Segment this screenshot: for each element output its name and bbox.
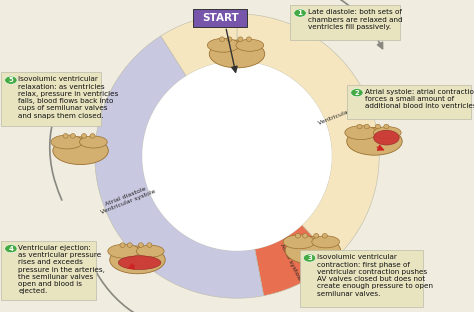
Ellipse shape	[312, 236, 339, 248]
Text: 3: 3	[307, 255, 312, 261]
FancyBboxPatch shape	[1, 241, 96, 300]
Ellipse shape	[147, 243, 152, 247]
Text: Atrial systole: Atrial systole	[279, 242, 302, 281]
Text: Ventricular ejection:
as ventricular pressure
rises and exceeds
pressure in the : Ventricular ejection: as ventricular pre…	[18, 245, 105, 295]
Text: Atrial diastole
Ventricular systole: Atrial diastole Ventricular systole	[98, 184, 156, 215]
Ellipse shape	[285, 237, 340, 264]
Text: Atrial systole: atrial contraction
forces a small amount of
additional blood int: Atrial systole: atrial contraction force…	[365, 89, 474, 110]
Ellipse shape	[207, 38, 239, 52]
FancyBboxPatch shape	[290, 5, 400, 40]
Ellipse shape	[137, 245, 164, 257]
FancyBboxPatch shape	[347, 85, 471, 119]
Ellipse shape	[374, 130, 399, 145]
FancyBboxPatch shape	[300, 250, 423, 307]
Text: 2: 2	[355, 90, 359, 96]
Ellipse shape	[238, 37, 243, 41]
Ellipse shape	[236, 39, 264, 51]
Ellipse shape	[314, 233, 319, 238]
Ellipse shape	[53, 137, 109, 164]
Ellipse shape	[384, 124, 389, 129]
Polygon shape	[142, 61, 332, 251]
Ellipse shape	[374, 127, 401, 139]
Ellipse shape	[120, 243, 125, 247]
Ellipse shape	[347, 128, 402, 155]
Circle shape	[5, 245, 17, 253]
Ellipse shape	[138, 243, 144, 247]
Text: 5: 5	[9, 77, 13, 83]
Circle shape	[294, 9, 306, 17]
Ellipse shape	[322, 233, 328, 238]
Ellipse shape	[70, 134, 75, 138]
Ellipse shape	[375, 124, 381, 129]
Ellipse shape	[82, 134, 87, 138]
FancyBboxPatch shape	[1, 72, 101, 126]
Ellipse shape	[109, 246, 165, 274]
Text: Late diastole: both sets of
chambers are relaxed and
ventricles fill passively.: Late diastole: both sets of chambers are…	[308, 9, 402, 30]
Ellipse shape	[108, 244, 140, 258]
Ellipse shape	[51, 135, 83, 149]
Text: START: START	[202, 13, 239, 23]
Text: Isovolumic ventricular
contraction: first phase of
ventricular contraction pushe: Isovolumic ventricular contraction: firs…	[317, 254, 433, 296]
Ellipse shape	[227, 37, 232, 41]
Ellipse shape	[283, 235, 315, 249]
Polygon shape	[237, 14, 379, 260]
Ellipse shape	[80, 136, 107, 148]
Polygon shape	[161, 14, 237, 76]
Text: Ventricular diastole: Ventricular diastole	[318, 99, 376, 126]
Ellipse shape	[127, 243, 132, 247]
Ellipse shape	[63, 134, 68, 138]
Circle shape	[351, 89, 363, 97]
Text: 1: 1	[298, 10, 302, 16]
Ellipse shape	[345, 126, 377, 139]
FancyBboxPatch shape	[193, 9, 247, 27]
Ellipse shape	[219, 37, 225, 41]
Ellipse shape	[364, 124, 369, 129]
Ellipse shape	[118, 256, 161, 270]
Circle shape	[303, 254, 316, 262]
Circle shape	[5, 76, 17, 84]
Text: Isovolumic ventricular
relaxation: as ventricles
relax, pressure in ventricles
f: Isovolumic ventricular relaxation: as ve…	[18, 76, 119, 119]
Ellipse shape	[302, 233, 308, 238]
Ellipse shape	[246, 37, 252, 41]
Ellipse shape	[357, 124, 362, 129]
Polygon shape	[255, 225, 334, 296]
Ellipse shape	[90, 134, 95, 138]
Ellipse shape	[295, 233, 301, 238]
Polygon shape	[95, 36, 264, 298]
Ellipse shape	[210, 40, 264, 68]
Text: 4: 4	[9, 246, 13, 252]
